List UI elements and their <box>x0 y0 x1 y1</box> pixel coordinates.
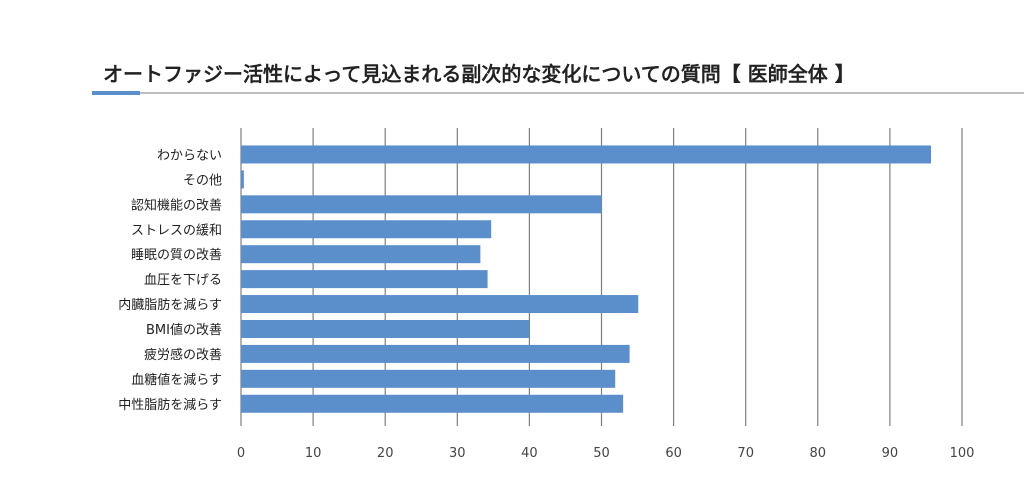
bar-3 <box>241 220 492 239</box>
title-underline <box>92 92 1024 94</box>
category-label: 疲労感の改善 <box>144 347 222 363</box>
bar-8 <box>241 344 630 363</box>
x-tick-label: 100 <box>950 446 975 461</box>
bar-0 <box>241 145 931 164</box>
category-labels: わからないその他認知機能の改善ストレスの緩和睡眠の質の改善血圧を下げる内臓脂肪を… <box>118 148 222 412</box>
x-tick-label: 70 <box>737 446 754 461</box>
x-tick-label: 90 <box>882 446 899 461</box>
bar-9 <box>241 369 616 388</box>
x-tick-label: 20 <box>377 446 394 461</box>
x-tick-labels: 0 10 20 30 40 50 60 70 80 90 100 <box>237 446 975 461</box>
chart-title: オートファジー活性によって見込まれる副次的な変化についての質問【 医師全体 】 <box>103 62 855 86</box>
category-label: わからない <box>157 148 222 163</box>
category-label: ストレスの緩和 <box>131 223 222 238</box>
category-label: 血圧を下げる <box>144 273 222 288</box>
category-label: 血糖値を減らす <box>131 372 222 388</box>
category-label: 睡眠の質の改善 <box>131 247 222 263</box>
category-label: BMI値の改善 <box>146 322 222 338</box>
category-label: 中性脂肪を減らす <box>118 397 222 413</box>
category-label: 内臓脂肪を減らす <box>118 297 222 313</box>
x-tick-label: 10 <box>305 446 322 461</box>
x-tick-label: 80 <box>810 446 827 461</box>
x-tick-label: 50 <box>593 446 610 461</box>
category-label: 認知機能の改善 <box>131 197 222 213</box>
x-tick-label: 40 <box>521 446 538 461</box>
bar-1 <box>241 170 244 189</box>
bar-2 <box>241 195 602 214</box>
category-label: その他 <box>183 173 222 188</box>
bar-7 <box>241 319 530 338</box>
x-tick-label: 60 <box>665 446 682 461</box>
bar-6 <box>241 295 639 314</box>
x-tick-label: 30 <box>449 446 466 461</box>
bar-4 <box>241 245 481 264</box>
title-accent-bar <box>92 91 140 95</box>
x-tick-label: 0 <box>237 446 245 461</box>
bar-5 <box>241 270 488 289</box>
bars <box>241 145 931 413</box>
bar-10 <box>241 394 624 413</box>
